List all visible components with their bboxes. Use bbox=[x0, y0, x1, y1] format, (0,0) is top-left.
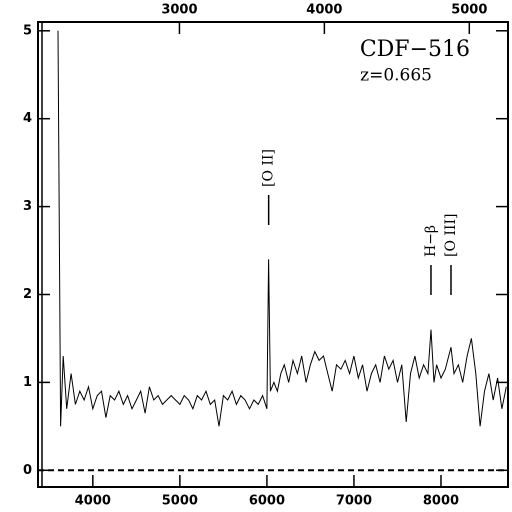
annotation-label: [O II] bbox=[261, 149, 277, 187]
x-tick-label: 7000 bbox=[336, 494, 372, 509]
y-tick-label: 4 bbox=[23, 111, 32, 126]
x2-tick-label: 5000 bbox=[451, 3, 487, 18]
y-tick-label: 0 bbox=[23, 463, 32, 478]
x2-tick-label: 3000 bbox=[161, 3, 197, 18]
annotation-label: H−β bbox=[423, 225, 439, 257]
x-tick-label: 6000 bbox=[249, 494, 285, 509]
x-tick-label: 8000 bbox=[423, 494, 459, 509]
plot-frame bbox=[37, 21, 509, 488]
x-tick-label: 5000 bbox=[162, 494, 198, 509]
y-tick-label: 2 bbox=[23, 287, 32, 302]
annotation-label: [O III] bbox=[443, 214, 459, 257]
y-tick-label: 1 bbox=[23, 375, 32, 390]
spectrum-line bbox=[57, 30, 507, 427]
chart-title: CDF−516 bbox=[360, 37, 470, 62]
y-tick-label: 5 bbox=[23, 23, 32, 38]
x2-tick-label: 4000 bbox=[306, 3, 342, 18]
chart-subtitle: z=0.665 bbox=[360, 66, 432, 86]
y-tick-label: 3 bbox=[23, 199, 32, 214]
x-tick-label: 4000 bbox=[75, 494, 111, 509]
